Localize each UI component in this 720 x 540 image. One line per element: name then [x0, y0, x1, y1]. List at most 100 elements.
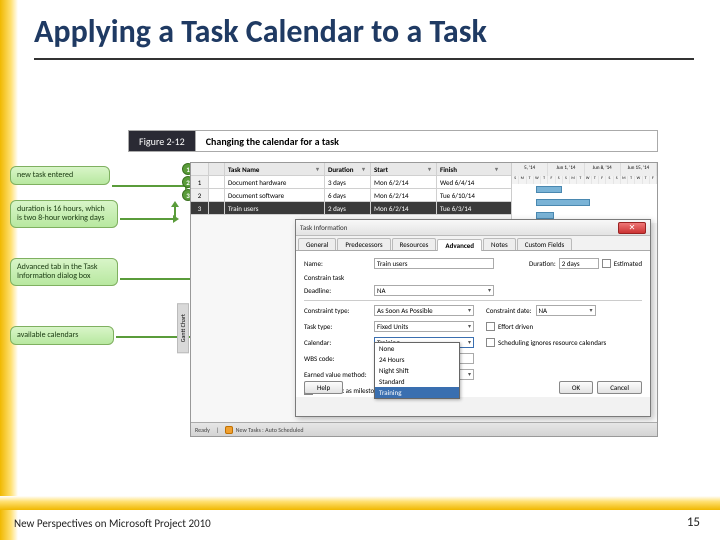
close-button[interactable]: ✕	[618, 222, 646, 234]
dialog-tabs: General Predecessors Resources Advanced …	[296, 236, 650, 251]
cell-name: Document software	[225, 189, 325, 201]
cancel-button[interactable]: Cancel	[597, 381, 642, 394]
gantt-bar	[536, 199, 590, 206]
calendar-option[interactable]: 24 Hours	[375, 354, 459, 365]
table-row-selected[interactable]: 3 Train users 2 days Mon 6/2/14 Tue 6/3/…	[191, 202, 511, 215]
duration-label: Duration:	[529, 259, 556, 268]
constraint-date-label: Constraint date:	[486, 306, 532, 315]
constraint-type-select[interactable]: As Soon As Possible	[374, 305, 474, 316]
name-input[interactable]: Train users	[374, 258, 494, 269]
callout-advanced-tab: Advanced tab in the Task Information dia…	[10, 258, 118, 286]
sched-ignore-label: Scheduling ignores resource calendars	[498, 338, 606, 347]
figure-title: Changing the calendar for a task	[195, 131, 657, 151]
col-id	[191, 163, 209, 175]
tab-predecessors[interactable]: Predecessors	[337, 238, 390, 250]
estimated-checkbox[interactable]	[602, 259, 611, 268]
duration-input[interactable]: 2 days	[559, 258, 599, 269]
figure-wrapper: Figure 2-12 Changing the calendar for a …	[60, 130, 670, 450]
calendar-option-selected[interactable]: Training	[375, 387, 459, 398]
table-row[interactable]: 2 Document software 6 days Mon 6/2/14 Tu…	[191, 189, 511, 202]
constraint-type-label: Constraint type:	[304, 306, 374, 315]
gantt-week: Jun 8, '14	[585, 163, 621, 176]
calendar-label: Calendar:	[304, 338, 374, 347]
calendar-option[interactable]: None	[375, 343, 459, 354]
tab-general[interactable]: General	[298, 238, 336, 250]
slide-title: Applying a Task Calendar to a Task	[34, 12, 487, 51]
calendar-option[interactable]: Standard	[375, 376, 459, 387]
gantt-bar	[536, 186, 562, 193]
figure-number: Figure 2-12	[129, 131, 195, 151]
dialog-titlebar[interactable]: Task Information ✕	[296, 220, 650, 236]
effort-driven-label: Effort driven	[498, 322, 533, 331]
ok-button[interactable]: OK	[559, 381, 593, 394]
cell-duration: 6 days	[325, 189, 371, 201]
slide-footer: New Perspectives on Microsoft Project 20…	[14, 517, 211, 530]
autoschedule-icon	[225, 426, 233, 434]
arrow-duration-v	[174, 206, 176, 218]
row-id: 1	[191, 176, 209, 188]
tab-custom-fields[interactable]: Custom Fields	[517, 238, 573, 250]
callout-new-task: new task entered	[10, 166, 110, 185]
task-information-dialog: Task Information ✕ General Predecessors …	[295, 219, 651, 417]
dialog-body: Name: Train users Duration: 2 days Estim…	[296, 251, 650, 397]
task-type-select[interactable]: Fixed Units	[374, 321, 474, 332]
cell-finish: Tue 6/3/14	[437, 202, 503, 214]
arrow-new-task	[112, 185, 186, 187]
task-table: Task Name Duration Start Finish 1 Docume…	[191, 163, 511, 215]
dialog-footer: Help OK Cancel	[304, 381, 642, 394]
cell-start: Mon 6/2/14	[371, 189, 437, 201]
row-indicator	[209, 189, 225, 201]
status-newtasks: New Tasks : Auto Scheduled	[236, 426, 304, 434]
gantt-week: Jun 1, '14	[548, 163, 584, 176]
col-start[interactable]: Start	[371, 163, 437, 175]
sched-ignore-checkbox[interactable]	[486, 338, 495, 347]
col-finish[interactable]: Finish	[437, 163, 503, 175]
gold-accent-bottom	[0, 496, 720, 510]
gantt-body	[512, 184, 657, 223]
tab-notes[interactable]: Notes	[483, 238, 516, 250]
table-row[interactable]: 1 Document hardware 3 days Mon 6/2/14 We…	[191, 176, 511, 189]
gantt-week: 5, '14	[512, 163, 548, 176]
cell-finish: Tue 6/10/14	[437, 189, 503, 201]
name-label: Name:	[304, 259, 374, 268]
row-indicator	[209, 202, 225, 214]
calendar-dropdown-list[interactable]: None 24 Hours Night Shift Standard Train…	[374, 342, 460, 399]
title-underline	[34, 58, 694, 60]
cell-finish: Wed 6/4/14	[437, 176, 503, 188]
project-screenshot: Gantt Chart Task Name Duration Start Fin…	[190, 162, 658, 437]
cell-name: Document hardware	[225, 176, 325, 188]
cell-name: Train users	[225, 202, 325, 214]
gantt-week-header: 5, '14 Jun 1, '14 Jun 8, '14 Jun 15, '14	[512, 163, 657, 176]
gantt-week: Jun 15, '14	[621, 163, 657, 176]
calendar-option[interactable]: Night Shift	[375, 365, 459, 376]
effort-driven-checkbox[interactable]	[486, 322, 495, 331]
status-ready: Ready	[195, 426, 210, 434]
status-bar: Ready | New Tasks : Auto Scheduled	[191, 422, 657, 436]
cell-duration: 2 days	[325, 202, 371, 214]
constraint-date-input[interactable]: NA	[536, 305, 596, 316]
col-task-name[interactable]: Task Name	[225, 163, 325, 175]
divider	[304, 300, 642, 301]
figure-header: Figure 2-12 Changing the calendar for a …	[128, 130, 658, 152]
callout-calendars: available calendars	[10, 326, 114, 345]
table-header-row: Task Name Duration Start Finish	[191, 163, 511, 176]
gantt-day-header: SMTWTFS SMTWTFS SMTWTF	[512, 176, 657, 184]
col-duration[interactable]: Duration	[325, 163, 371, 175]
cell-start: Mon 6/2/14	[371, 202, 437, 214]
cell-start: Mon 6/2/14	[371, 176, 437, 188]
gantt-area: 5, '14 Jun 1, '14 Jun 8, '14 Jun 15, '14…	[511, 163, 657, 223]
tab-resources[interactable]: Resources	[392, 238, 437, 250]
task-type-label: Task type:	[304, 322, 374, 331]
tab-advanced[interactable]: Advanced	[437, 239, 482, 251]
page-number: 15	[687, 515, 700, 530]
callout-duration: duration is 16 hours, which is two 8-hou…	[10, 200, 118, 228]
row-id: 3	[191, 202, 209, 214]
constrain-label: Constrain task	[304, 273, 642, 282]
row-indicator	[209, 176, 225, 188]
dialog-title: Task Information	[300, 223, 347, 232]
help-button[interactable]: Help	[304, 381, 343, 394]
estimated-label: Estimated	[614, 259, 642, 268]
wbs-label: WBS code:	[304, 354, 374, 363]
col-indicator-icon	[209, 163, 225, 175]
deadline-input[interactable]: NA	[374, 285, 494, 296]
